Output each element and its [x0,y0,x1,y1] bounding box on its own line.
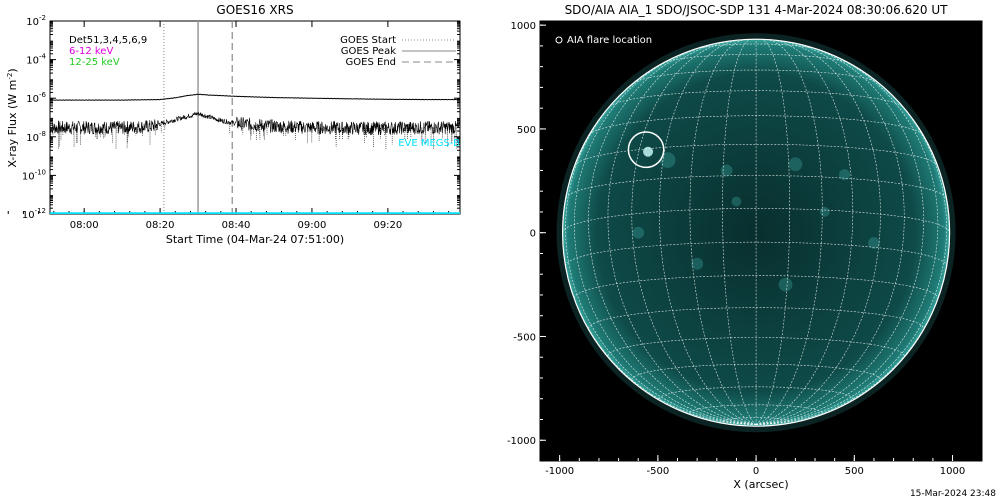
goes-axes: 10-2 10-4 10-6 10-8 10-10 10-12 08:00 08:20 08:4… [7,14,460,231]
aia-x-axis-label: X (arcsec) [733,478,788,491]
heliographic-grid [562,39,950,425]
active-region-glow [788,157,803,172]
map-x-tick-label: -1000 [545,466,574,477]
x-tick-label: 08:20 [146,220,175,231]
y-tick-label: 10-10 [22,168,46,182]
legend-6-12-kev: 6-12 keV [69,46,113,57]
legend-detectors: Det51,3,4,5,6,9 [69,35,147,46]
active-region-glow [838,169,850,181]
map-y-tick-label: 1000 [511,21,536,32]
legend-goes-end: GOES End [346,57,396,68]
footer-timestamp: 15-Mar-2024 23:48 [910,489,996,499]
active-region-glow [778,277,793,292]
longitude-line [689,39,757,425]
map-x-tick-label: 0 [753,466,759,477]
active-region-glow [720,164,733,177]
y-tick-label: 10-12 [22,207,46,221]
goes-chart-title: GOES16 XRS [216,3,293,17]
longitude-line [756,41,905,425]
longitude-line [755,39,791,425]
flare-location-legend-icon [555,36,563,44]
flare-location-circle [627,131,665,169]
latitude-line [562,208,950,233]
longitude-line [756,40,881,425]
longitude-line [756,43,925,425]
longitude-line [573,50,757,425]
sun-disk [556,33,956,433]
aia-axes: -1000 -500 0 500 1000 1000 500 0 -500 -1000 [507,21,965,477]
latitude-line [694,43,818,50]
active-region-glow [632,226,645,239]
longitude-line [607,41,757,425]
sun-limb-outline [561,38,951,427]
active-region-glow [731,196,742,207]
active-region-glow [691,257,704,270]
aia-map-title: SDO/AIA AIA_1 SDO/JSOC-SDP 131 4-Mar-202… [565,3,949,17]
y-tick-label: 10-8 [26,130,46,144]
longitude-line [722,39,757,425]
longitude-line [755,39,823,425]
goes-y-axis-label: X-ray Flux (W m-2) [6,68,19,167]
aia-legend-label: AIA flare location [567,35,652,46]
longitude-line [756,39,854,425]
x-tick-label: 09:20 [373,220,402,231]
aia-legend: AIA flare location [555,35,652,46]
latitude-line [689,404,823,414]
eve-megs-b-label: EVE MEGS-B [398,138,460,149]
longitude-line [658,39,757,425]
longitude-line [588,43,757,425]
map-x-tick-label: -500 [647,466,670,477]
goes-legend-left: Det51,3,4,5,6,9 6-12 keV 12-25 keV [69,35,147,68]
goes-xrs-panel: GOES16 XRS 10-2 10-4 10-6 10-8 10-10 10-12 08:… [6,3,461,246]
y-tick-label: 10-2 [26,14,46,28]
map-y-tick-label: -1000 [507,436,536,447]
map-y-tick-label: -500 [513,332,536,343]
flare-bright-core [643,146,654,157]
x-tick-label: 09:00 [298,220,327,231]
goes-series [50,93,460,214]
goes-event-lines [163,21,233,214]
goes-long-channel-line [50,93,460,101]
y-tick-label: 10-6 [26,91,46,105]
longitude-line [756,80,947,425]
legend-goes-peak: GOES Peak [341,46,396,57]
map-y-tick-label: 500 [517,125,536,136]
goes-x-axis-label: Start Time (04-Mar-24 07:51:00) [166,233,344,246]
latitude-line [659,386,854,400]
active-region-glow [868,237,880,249]
x-tick-label: 08:40 [222,220,251,231]
x-tick-label: 08:00 [70,220,99,231]
map-x-tick-label: 1000 [940,466,965,477]
sun-disk-fill [562,39,950,427]
aia-plot-frame [539,20,983,462]
legend-12-25-kev: 12-25 keV [69,57,120,68]
latitude-line [574,144,938,166]
legend-goes-start: GOES Start [340,35,396,46]
map-x-tick-label: 500 [845,466,864,477]
y-tick-label: 10-4 [26,53,46,67]
longitude-line [631,40,757,425]
longitude-line [565,80,757,425]
active-region-glow [659,152,676,168]
longitude-line [756,50,939,425]
goes-short-channel-line [50,111,460,136]
active-region-glow [819,207,830,217]
map-y-tick-label: 0 [530,229,536,240]
goes-legend-right: GOES Start GOES Peak GOES End [340,35,456,68]
aia-map-panel: SDO/AIA AIA_1 SDO/JSOC-SDP 131 4-Mar-202… [507,3,996,499]
